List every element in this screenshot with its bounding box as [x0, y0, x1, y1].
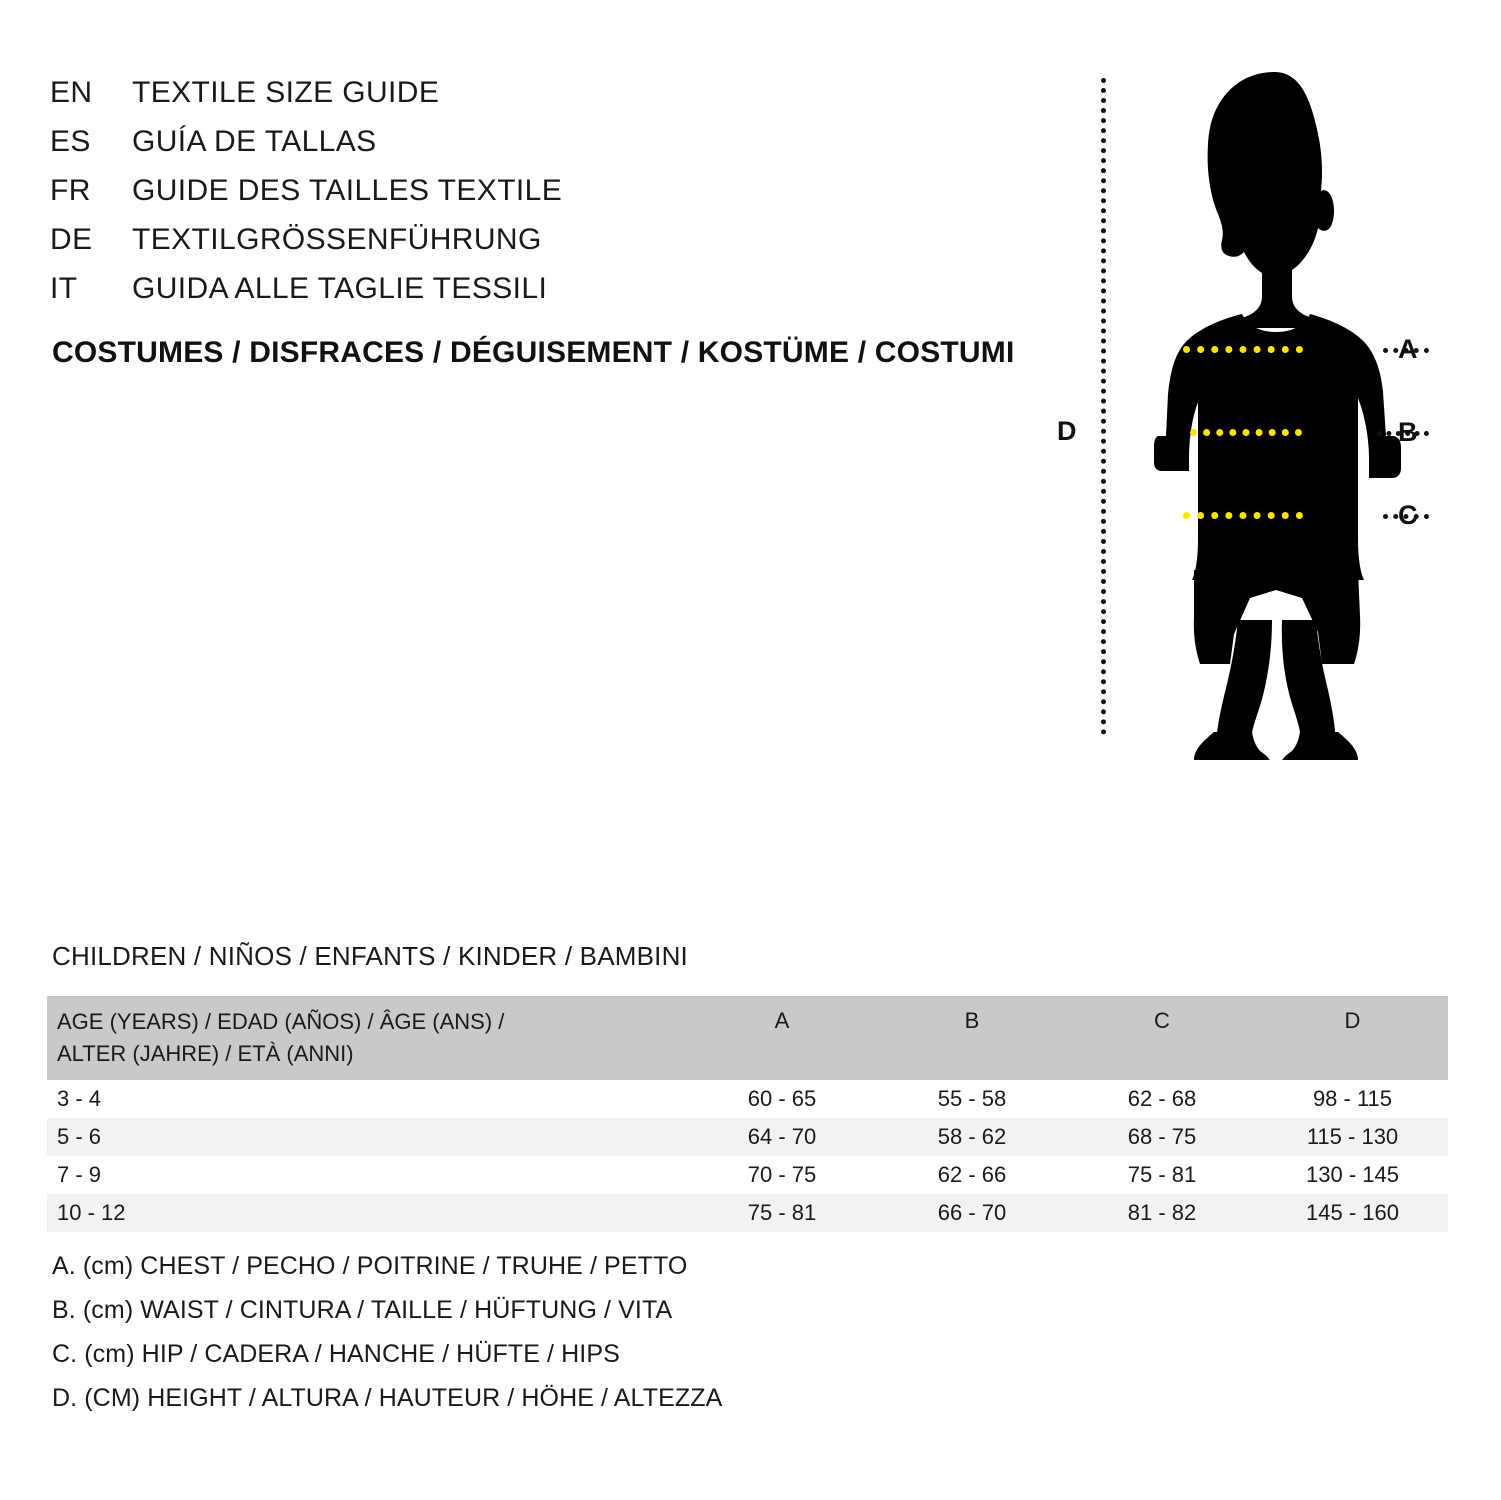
children-section-heading: CHILDREN / NIÑOS / ENFANTS / KINDER / BA…: [52, 941, 688, 971]
table-body: 3 - 4 60 - 65 55 - 58 62 - 68 98 - 115 5…: [47, 1079, 1448, 1232]
column-header-c: C: [1154, 1008, 1170, 1033]
cell-age: 5 - 6: [57, 1123, 102, 1149]
cell-waist: 58 - 62: [937, 1123, 1007, 1149]
measurement-label-a: A: [1398, 334, 1418, 364]
leader-line-a: [1383, 348, 1429, 353]
language-row-fr: FR GUIDE DES TAILLES TEXTILE: [50, 174, 750, 223]
cell-chest: 64 - 70: [747, 1123, 817, 1149]
language-row-es: ES GUÍA DE TALLAS: [50, 125, 750, 174]
cell-height: 115 - 130: [1306, 1123, 1399, 1149]
language-code-it: IT: [50, 272, 78, 305]
cell-age: 10 - 12: [57, 1199, 126, 1225]
language-code-es: ES: [50, 125, 91, 158]
table-row: 3 - 4 60 - 65 55 - 58 62 - 68 98 - 115: [47, 1079, 1448, 1118]
language-text-it: GUIDA ALLE TAGLIE TESSILI: [132, 272, 548, 305]
size-chart-table: AGE (YEARS) / EDAD (AÑOS) / ÂGE (ANS) / …: [47, 996, 1448, 1232]
language-row-en: EN TEXTILE SIZE GUIDE: [50, 76, 750, 125]
table-row: 7 - 9 70 - 75 62 - 66 75 - 81 130 - 145: [47, 1155, 1448, 1194]
column-header-a: A: [774, 1008, 790, 1033]
column-header-d: D: [1344, 1008, 1361, 1033]
costumes-category-line: COSTUMES / DISFRACES / DÉGUISEMENT / KOS…: [52, 336, 1015, 369]
cell-hip: 68 - 75: [1127, 1123, 1197, 1149]
measurement-label-b: B: [1398, 417, 1418, 447]
cell-age: 3 - 4: [57, 1085, 102, 1111]
height-reference-line: [1101, 78, 1106, 735]
measurement-legend: A. (cm) CHEST / PECHO / POITRINE / TRUHE…: [52, 1252, 952, 1428]
language-code-fr: FR: [50, 174, 91, 207]
table-row: 10 - 12 75 - 81 66 - 70 81 - 82 145 - 16…: [47, 1193, 1448, 1232]
cell-age: 7 - 9: [57, 1161, 102, 1187]
language-row-it: IT GUIDA ALLE TAGLIE TESSILI: [50, 272, 750, 321]
cell-chest: 70 - 75: [747, 1161, 817, 1187]
legend-row-b: B. (cm) WAIST / CINTURA / TAILLE / HÜFTU…: [52, 1296, 673, 1324]
cell-waist: 66 - 70: [937, 1199, 1007, 1225]
cell-hip: 75 - 81: [1127, 1161, 1197, 1187]
leader-line-c: [1383, 514, 1429, 519]
legend-row-c: C. (cm) HIP / CADERA / HANCHE / HÜFTE / …: [52, 1340, 620, 1368]
cell-chest: 75 - 81: [747, 1199, 817, 1225]
cell-height: 145 - 160: [1306, 1199, 1399, 1225]
cell-chest: 60 - 65: [747, 1085, 817, 1111]
language-text-en: TEXTILE SIZE GUIDE: [132, 76, 440, 109]
column-header-age-line2: ALTER (JAHRE) / ETÀ (ANNI): [57, 1040, 354, 1066]
table-head: AGE (YEARS) / EDAD (AÑOS) / ÂGE (ANS) / …: [47, 996, 1448, 1080]
cell-height: 98 - 115: [1312, 1085, 1393, 1111]
language-text-fr: GUIDE DES TAILLES TEXTILE: [132, 174, 563, 207]
cell-waist: 62 - 66: [937, 1161, 1007, 1187]
column-header-age-line1: AGE (YEARS) / EDAD (AÑOS) / ÂGE (ANS) /: [57, 1009, 505, 1034]
language-title-block: EN TEXTILE SIZE GUIDE ES GUÍA DE TALLAS …: [50, 76, 750, 321]
waist-measure-line: [1190, 429, 1302, 436]
hip-measure-line: [1183, 512, 1303, 519]
legend-row-d: D. (CM) HEIGHT / ALTURA / HAUTEUR / HÖHE…: [52, 1384, 723, 1412]
child-silhouette-icon: [1154, 72, 1401, 760]
legend-row-a: A. (cm) CHEST / PECHO / POITRINE / TRUHE…: [52, 1252, 688, 1280]
table-row: 5 - 6 64 - 70 58 - 62 68 - 75 115 - 130: [47, 1117, 1448, 1156]
cell-hip: 62 - 68: [1127, 1085, 1197, 1111]
table-header-row: AGE (YEARS) / EDAD (AÑOS) / ÂGE (ANS) / …: [47, 996, 1448, 1080]
language-text-es: GUÍA DE TALLAS: [132, 125, 377, 158]
cell-hip: 81 - 82: [1127, 1199, 1197, 1225]
language-text-de: TEXTILGRÖSSENFÜHRUNG: [132, 223, 542, 256]
language-code-en: EN: [50, 76, 93, 109]
column-header-age: AGE (YEARS) / EDAD (AÑOS) / ÂGE (ANS) / …: [47, 996, 687, 1080]
column-header-b: B: [964, 1008, 980, 1033]
language-row-de: DE TEXTILGRÖSSENFÜHRUNG: [50, 223, 750, 272]
cell-height: 130 - 145: [1306, 1161, 1399, 1187]
measurement-label-c: C: [1398, 500, 1418, 530]
chest-measure-line: [1183, 346, 1303, 353]
language-code-de: DE: [50, 223, 93, 256]
measurement-label-d: D: [1057, 416, 1077, 446]
cell-waist: 55 - 58: [937, 1085, 1007, 1111]
measurement-diagram: D A B C: [1040, 60, 1480, 760]
leader-line-b: [1377, 431, 1429, 436]
